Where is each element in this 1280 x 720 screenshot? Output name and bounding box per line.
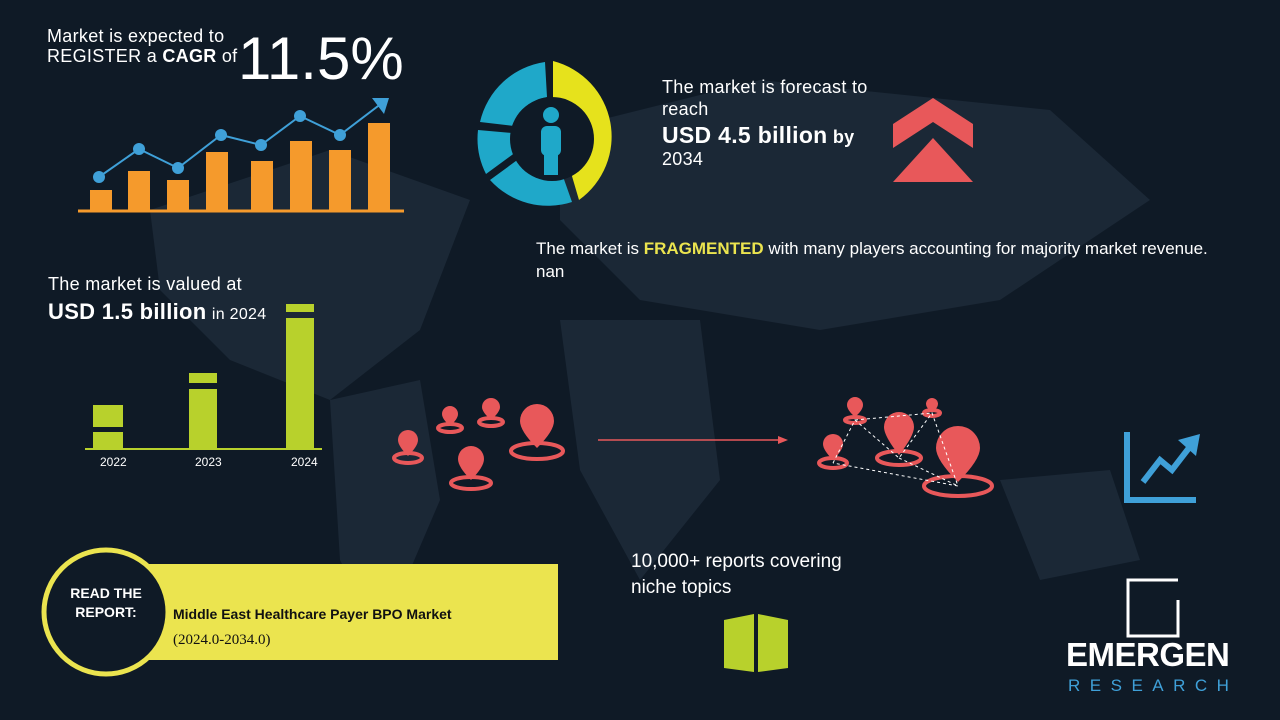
cagr-chart-icon [78,98,404,213]
cagr-label: CAGR [162,46,217,66]
cagr-line1: Market is expected to [47,26,225,46]
reports-text: 10,000+ reports covering niche topics [631,551,842,598]
year-label: 2024 [291,455,318,469]
trend-icon [1124,432,1200,503]
valued-bars [85,304,322,450]
year-label: 2022 [100,455,127,469]
valued-line1: The market is valued at [48,274,242,294]
forecast-amount: USD 4.5 billion [662,122,828,148]
text: The market is [536,239,639,258]
report-circle [41,547,171,677]
cagr-value: 11.5% [238,25,404,92]
donut-icon [477,61,612,206]
network-lines [832,411,959,487]
logo-sub: RESEARCH [1068,676,1239,695]
cagr-text: Market is expected to REGISTER a CAGR of [47,26,237,66]
valued-amount: USD 1.5 billion [48,299,207,324]
report-banner [100,564,558,660]
text: by [832,127,855,147]
forecast-text: The market is forecast to reach USD 4.5 … [662,76,902,170]
forecast-year: 2034 [662,149,704,169]
text: REGISTER a [47,46,158,66]
arrow-head [778,436,788,444]
forecast-line1: The market is forecast to reach [662,77,868,119]
valued-text: The market is valued at USD 1.5 billion … [48,274,266,325]
logo-mark [1126,578,1180,638]
report-info: Middle East Healthcare Payer BPO Market … [173,601,452,653]
up-chevrons [893,98,973,182]
fragmented-highlight: FRAGMENTED [643,239,764,258]
logo-name: EMERGEN [1066,636,1230,673]
text: with many players accounting for majorit… [536,239,1208,281]
read-label: READ THE REPORT: [70,585,142,620]
text: in 2024 [211,306,267,323]
report-title: Middle East Healthcare Payer BPO Market [173,606,452,622]
fragmented-text: The market is FRAGMENTED with many playe… [536,237,1236,283]
text: of [221,46,238,66]
cagr-line2: REGISTER a CAGR of [47,46,237,66]
year-label: 2023 [195,455,222,469]
book-icon [724,614,788,672]
report-period: (2024.0-2034.0) [173,632,271,648]
map-pin-heads [398,397,980,482]
